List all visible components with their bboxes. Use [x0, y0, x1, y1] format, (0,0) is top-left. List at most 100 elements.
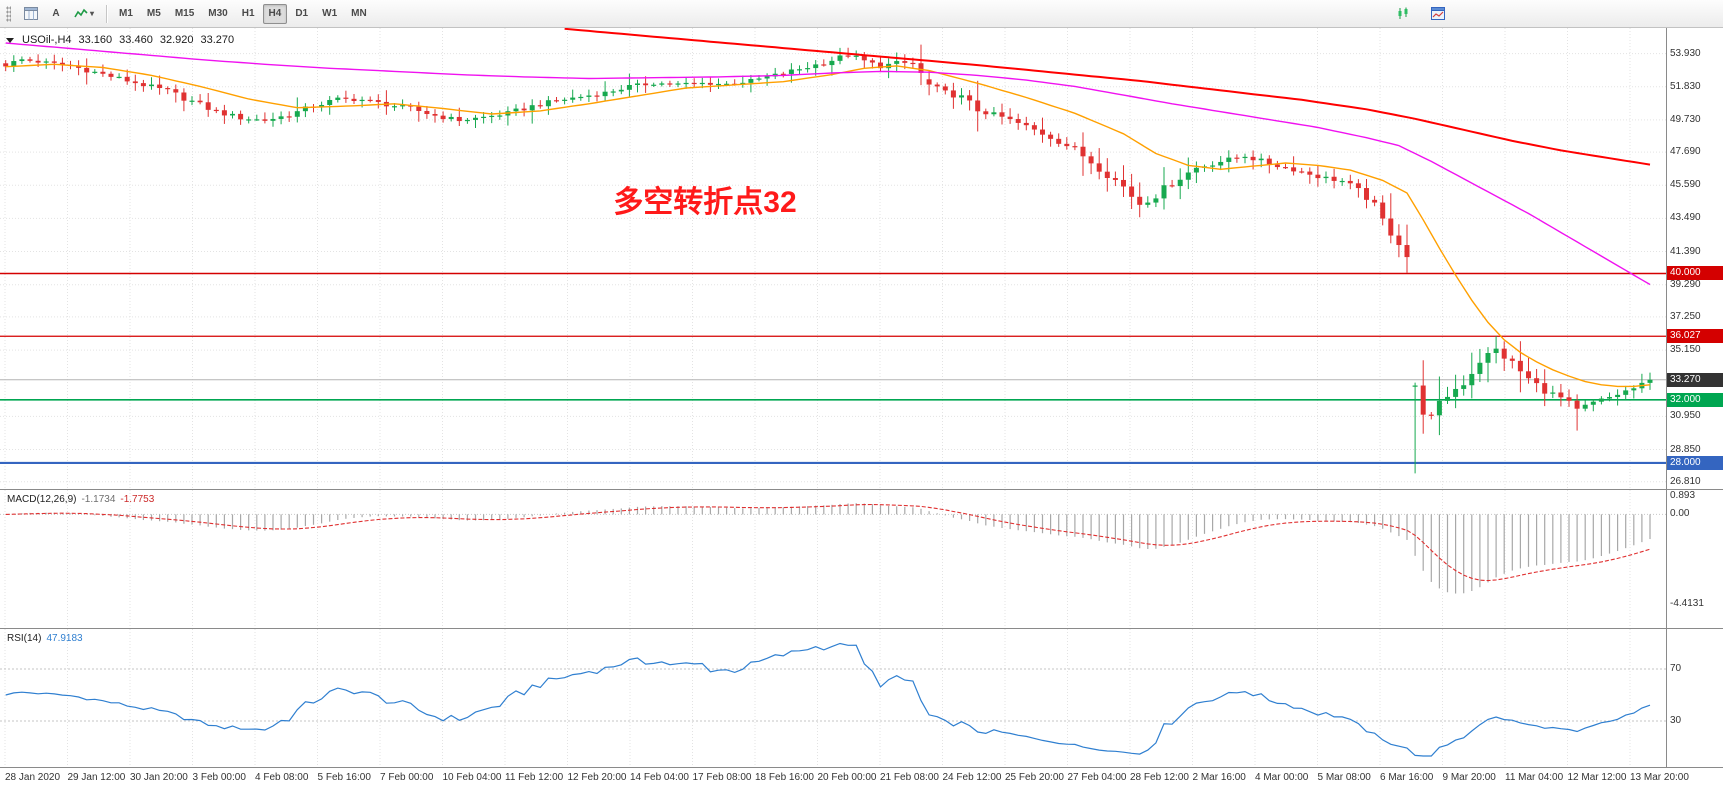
rsi-name: RSI(14) — [7, 633, 42, 644]
timeframe-button-h4[interactable]: H4 — [262, 3, 288, 24]
price-grid-lines — [0, 53, 1666, 483]
price-axis-label: 49.730 — [1670, 113, 1701, 125]
timeframe-button-d1[interactable]: D1 — [289, 4, 314, 24]
time-axis-label: 17 Feb 08:00 — [692, 772, 752, 783]
panel-separator[interactable] — [0, 628, 1723, 629]
time-axis-label: 18 Feb 16:00 — [755, 772, 814, 783]
price-level-badge: 40.000 — [1667, 266, 1723, 281]
indicator-zigzag-icon — [74, 8, 88, 17]
price-axis-border — [1666, 28, 1667, 767]
price-axis-label: 53.930 — [1670, 47, 1701, 59]
time-axis-label: 2 Mar 16:00 — [1192, 772, 1246, 783]
price-level-badge: 33.270 — [1667, 372, 1723, 387]
time-axis-label: 21 Feb 08:00 — [880, 772, 939, 783]
price-axis-label: 39.290 — [1670, 278, 1701, 290]
timeframe-button-h1[interactable]: H1 — [236, 4, 261, 24]
chart-window-button[interactable] — [18, 4, 44, 24]
price-axis-label: 28.850 — [1670, 443, 1701, 455]
timeframe-button-m5[interactable]: M5 — [141, 4, 167, 24]
time-axis-label: 5 Mar 08:00 — [1317, 772, 1371, 783]
time-axis-label: 11 Feb 12:00 — [505, 772, 564, 783]
timeframe-button-m30[interactable]: M30 — [202, 4, 233, 24]
main-chart-canvas[interactable]: 多空转折点32 — [0, 28, 1666, 489]
time-axis-label: 25 Feb 20:00 — [1005, 772, 1064, 783]
grid-lines — [4, 490, 1631, 628]
macd-axis-label: 0.893 — [1670, 490, 1696, 502]
panel-separator — [0, 767, 1723, 768]
time-axis-label: 9 Mar 20:00 — [1442, 772, 1496, 783]
macd-axis-label: -4.4131 — [1670, 597, 1704, 609]
rsi-axis-label: 70 — [1670, 663, 1682, 674]
ohlc-open: 33.160 — [78, 34, 113, 46]
timeframe-button-m1[interactable]: M1 — [113, 4, 139, 24]
price-level-badge: 36.027 — [1667, 329, 1723, 344]
price-axis[interactable]: 53.930 51.830 49.730 47.690 45.590 43.490 41.3… — [1667, 0, 1723, 793]
tick-chart-icon — [1398, 7, 1408, 19]
new-chart-icon — [1431, 6, 1445, 20]
rsi-panel-label: RSI(14) 47.9183 — [7, 633, 83, 644]
time-axis-label: 12 Feb 20:00 — [567, 772, 627, 783]
time-axis-label: 30 Jan 20:00 — [130, 772, 188, 783]
grid-lines — [4, 28, 1631, 489]
chart-grid-icon — [24, 7, 38, 20]
time-axis-label: 29 Jan 12:00 — [67, 772, 126, 783]
time-axis[interactable]: 28 Jan 2020 29 Jan 12:00 30 Jan 20:00 3 Feb… — [0, 768, 1723, 793]
time-axis-label: 4 Mar 00:00 — [1255, 772, 1309, 783]
macd-name: MACD(12,26,9) — [7, 494, 77, 505]
time-axis-label: 6 Mar 16:00 — [1380, 772, 1434, 783]
time-axis-label: 11 Mar 04:00 — [1505, 772, 1564, 783]
toolbar-separator — [106, 4, 108, 23]
horizontal-level-lines[interactable] — [0, 272, 1666, 465]
rsi-axis-label: 30 — [1670, 715, 1682, 726]
price-axis-label: 47.690 — [1670, 146, 1701, 158]
tick-chart-button[interactable] — [1391, 3, 1417, 23]
ohlc-close: 33.270 — [200, 34, 235, 46]
timeframe-button-m15[interactable]: M15 — [169, 4, 200, 24]
time-axis-label: 4 Feb 08:00 — [255, 772, 309, 783]
price-axis-label: 43.490 — [1670, 212, 1701, 224]
symbol-title: USOil-,H4 — [22, 34, 72, 46]
macd-panel-label: MACD(12,26,9) -1.1734 -1.7753 — [7, 494, 154, 505]
rsi-panel-canvas[interactable] — [0, 629, 1666, 767]
time-axis-label: 24 Feb 12:00 — [942, 772, 1002, 783]
price-axis-label: 26.810 — [1670, 475, 1701, 487]
time-axis-label: 3 Feb 00:00 — [192, 772, 246, 783]
time-axis-label: 10 Feb 04:00 — [442, 772, 502, 783]
timeframe-button-mn[interactable]: MN — [345, 4, 373, 24]
new-chart-button[interactable] — [1425, 3, 1451, 23]
rsi-value: 47.9183 — [46, 633, 83, 644]
chevron-down-icon: ▾ — [90, 9, 95, 18]
price-axis-label: 41.390 — [1670, 245, 1701, 257]
panel-separator[interactable] — [0, 489, 1723, 490]
time-axis-label: 28 Jan 2020 — [5, 772, 61, 783]
candles — [3, 44, 1653, 474]
time-axis-label: 13 Mar 20:00 — [1630, 772, 1689, 783]
toolbar-drag-handle[interactable] — [6, 5, 11, 22]
ma-red-line — [564, 28, 1651, 166]
price-axis-label: 35.150 — [1670, 344, 1701, 356]
macd-panel-canvas[interactable] — [0, 490, 1666, 628]
one-click-trading-toggle-icon[interactable] — [6, 37, 14, 43]
indicators-button[interactable]: ▾ — [68, 4, 100, 24]
timeframe-button-w1[interactable]: W1 — [316, 4, 343, 24]
macd-signal-value: -1.7753 — [120, 494, 155, 505]
price-annotation: 多空转折点32 — [613, 186, 796, 219]
time-axis-label: 5 Feb 16:00 — [317, 772, 371, 783]
macd-signal-line — [5, 503, 1651, 582]
cursor-tool-label: A — [52, 8, 60, 19]
time-axis-label: 12 Mar 12:00 — [1567, 772, 1627, 783]
rsi-line — [5, 642, 1651, 757]
toolbar: A ▾ M1 M5 M15 M30 H1 H4 D1 W1 MN — [0, 0, 1723, 28]
time-axis-label: 28 Feb 12:00 — [1130, 772, 1189, 783]
time-axis-label: 7 Feb 00:00 — [380, 772, 434, 783]
time-axis-label: 27 Feb 04:00 — [1067, 772, 1127, 783]
price-axis-label: 51.830 — [1670, 80, 1701, 92]
cursor-tool-button[interactable]: A — [46, 4, 66, 24]
time-axis-label: 20 Feb 00:00 — [817, 772, 877, 783]
symbol-header: USOil-,H4 33.160 33.460 32.920 33.270 — [6, 34, 234, 46]
ohlc-low: 32.920 — [159, 34, 194, 46]
price-axis-label: 45.590 — [1670, 179, 1701, 191]
time-axis-label: 14 Feb 04:00 — [630, 772, 689, 783]
price-axis-label: 30.950 — [1670, 410, 1701, 422]
